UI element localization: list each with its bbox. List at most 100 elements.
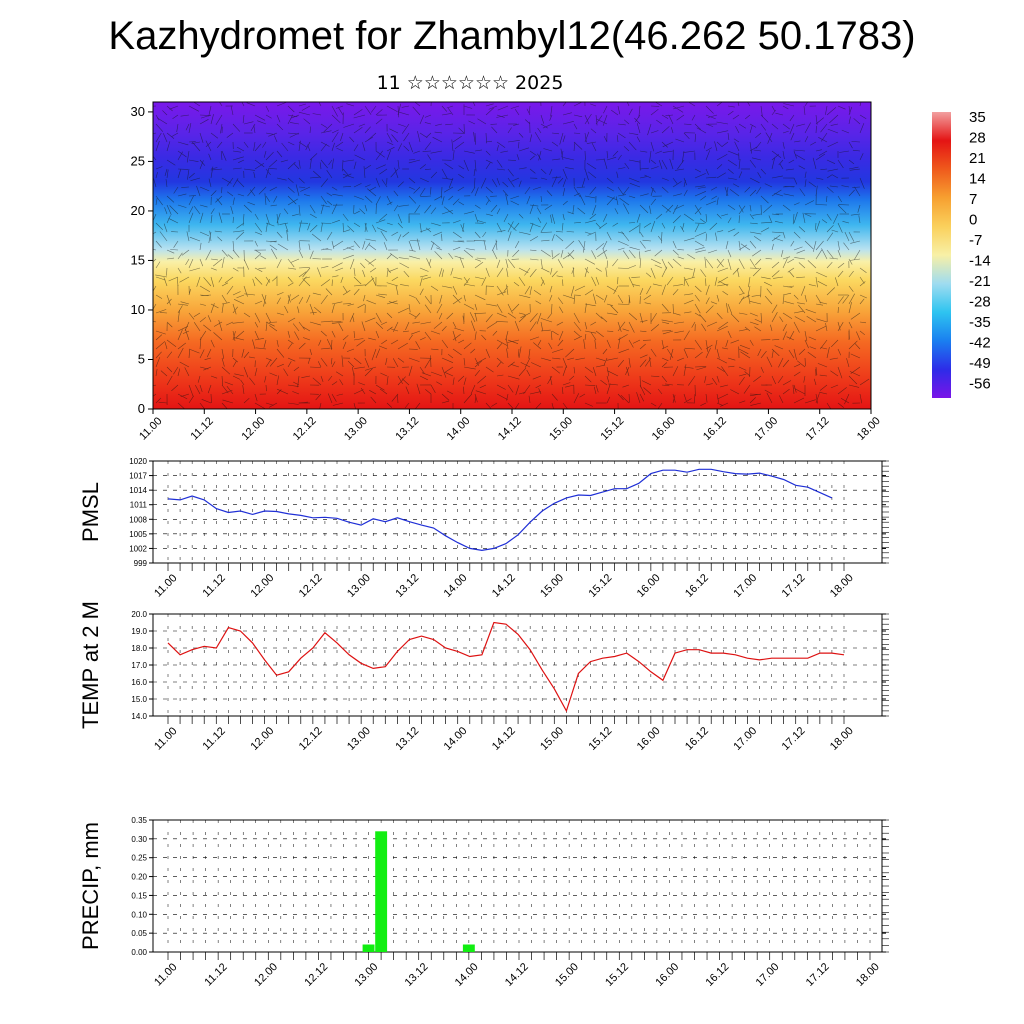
wind-barb	[419, 114, 425, 125]
wind-barb	[416, 238, 421, 251]
wind-barb	[649, 356, 652, 368]
wind-barb	[643, 222, 652, 228]
wind-barb	[479, 384, 487, 389]
wind-barb	[474, 331, 477, 341]
x-tick-label: 17.12	[804, 961, 832, 989]
wind-barb	[468, 120, 476, 125]
wind-barb	[371, 348, 377, 361]
wind-barb	[235, 231, 245, 240]
wind-barb	[254, 276, 263, 285]
wind-barb	[177, 169, 182, 179]
wind-barb	[779, 316, 784, 323]
wind-barb	[441, 285, 453, 289]
wind-barb	[683, 237, 695, 242]
wind-barb	[213, 321, 223, 327]
wind-barb	[763, 281, 773, 287]
wind-barb	[584, 132, 587, 143]
wind-barb	[265, 240, 277, 243]
wind-barb	[677, 159, 685, 170]
wind-barb	[584, 330, 597, 334]
wind-barb	[673, 105, 685, 110]
wind-barb	[331, 114, 341, 124]
wind-barb	[199, 317, 206, 323]
wind-barb	[172, 114, 179, 120]
wind-barb	[551, 141, 559, 147]
wind-barb	[265, 167, 270, 179]
wind-barb	[276, 312, 285, 316]
wind-barb	[843, 242, 850, 251]
wind-barb	[590, 128, 597, 134]
wind-barb	[771, 175, 783, 179]
wind-barb	[551, 253, 560, 260]
wind-barb	[787, 285, 795, 288]
wind-barb	[749, 321, 759, 326]
wind-barb	[705, 233, 707, 242]
wind-barb	[694, 285, 702, 293]
wind-barb	[203, 324, 212, 332]
wind-barb	[307, 144, 311, 152]
wind-barb	[714, 339, 718, 350]
wind-barb	[177, 310, 180, 323]
y-tick-label: 0.15	[131, 891, 147, 900]
wind-barb	[573, 102, 583, 107]
y-tick-label: 1020	[129, 457, 147, 466]
wind-barb	[177, 402, 186, 409]
wind-barb	[672, 312, 681, 316]
wind-barb	[745, 114, 751, 120]
wind-barb	[727, 159, 737, 166]
x-tick-label: 14.00	[442, 572, 470, 600]
wind-barb	[513, 222, 520, 230]
wind-barb	[454, 255, 465, 260]
wind-barb	[688, 375, 696, 386]
wind-barb	[694, 206, 702, 215]
x-tick-label: 17.12	[780, 725, 808, 753]
wind-barb	[203, 366, 212, 371]
wind-barb	[551, 366, 561, 374]
wind-barb	[265, 321, 268, 332]
wind-barb	[342, 186, 352, 188]
wind-barb	[617, 267, 630, 269]
wind-barb	[782, 150, 785, 160]
wind-barb	[222, 399, 234, 404]
wind-barb	[749, 189, 757, 197]
wind-barb	[159, 231, 168, 242]
wind-barb	[424, 331, 432, 341]
wind-barb	[732, 114, 740, 120]
wind-barb	[717, 267, 729, 272]
wind-barb	[342, 222, 344, 232]
wind-barb	[543, 148, 553, 152]
wind-barb	[639, 251, 641, 260]
colorbar-label: -56	[969, 376, 991, 393]
wind-barb	[397, 143, 403, 152]
wind-barb	[155, 334, 163, 341]
wind-barb	[360, 262, 366, 269]
wind-barb	[815, 240, 824, 251]
wind-barb	[782, 123, 790, 130]
wind-barb	[290, 258, 300, 263]
wind-barb	[792, 384, 795, 395]
wind-barb	[507, 140, 520, 143]
wind-barb	[359, 208, 366, 215]
wind-barb	[505, 193, 509, 206]
wind-barb	[496, 267, 504, 278]
wind-barb	[518, 346, 522, 359]
wind-barb	[166, 366, 173, 373]
wind-barb	[734, 141, 740, 152]
colorbar-label: -28	[969, 294, 991, 311]
wind-barb	[439, 294, 443, 304]
wind-barb	[718, 321, 729, 330]
wind-barb	[694, 191, 707, 197]
wind-barb	[166, 257, 175, 260]
wind-barb	[837, 348, 842, 356]
wind-barb	[430, 371, 443, 377]
wind-barb	[309, 126, 311, 134]
wind-barb	[529, 236, 539, 242]
wind-barb	[331, 203, 338, 215]
wind-barb	[518, 367, 527, 377]
x-tick-label: 17.00	[754, 961, 782, 989]
wind-barb	[826, 225, 834, 233]
wind-barb	[744, 371, 751, 377]
wind-barb	[782, 359, 790, 368]
wind-barb	[271, 248, 278, 260]
wind-barb	[446, 105, 454, 109]
